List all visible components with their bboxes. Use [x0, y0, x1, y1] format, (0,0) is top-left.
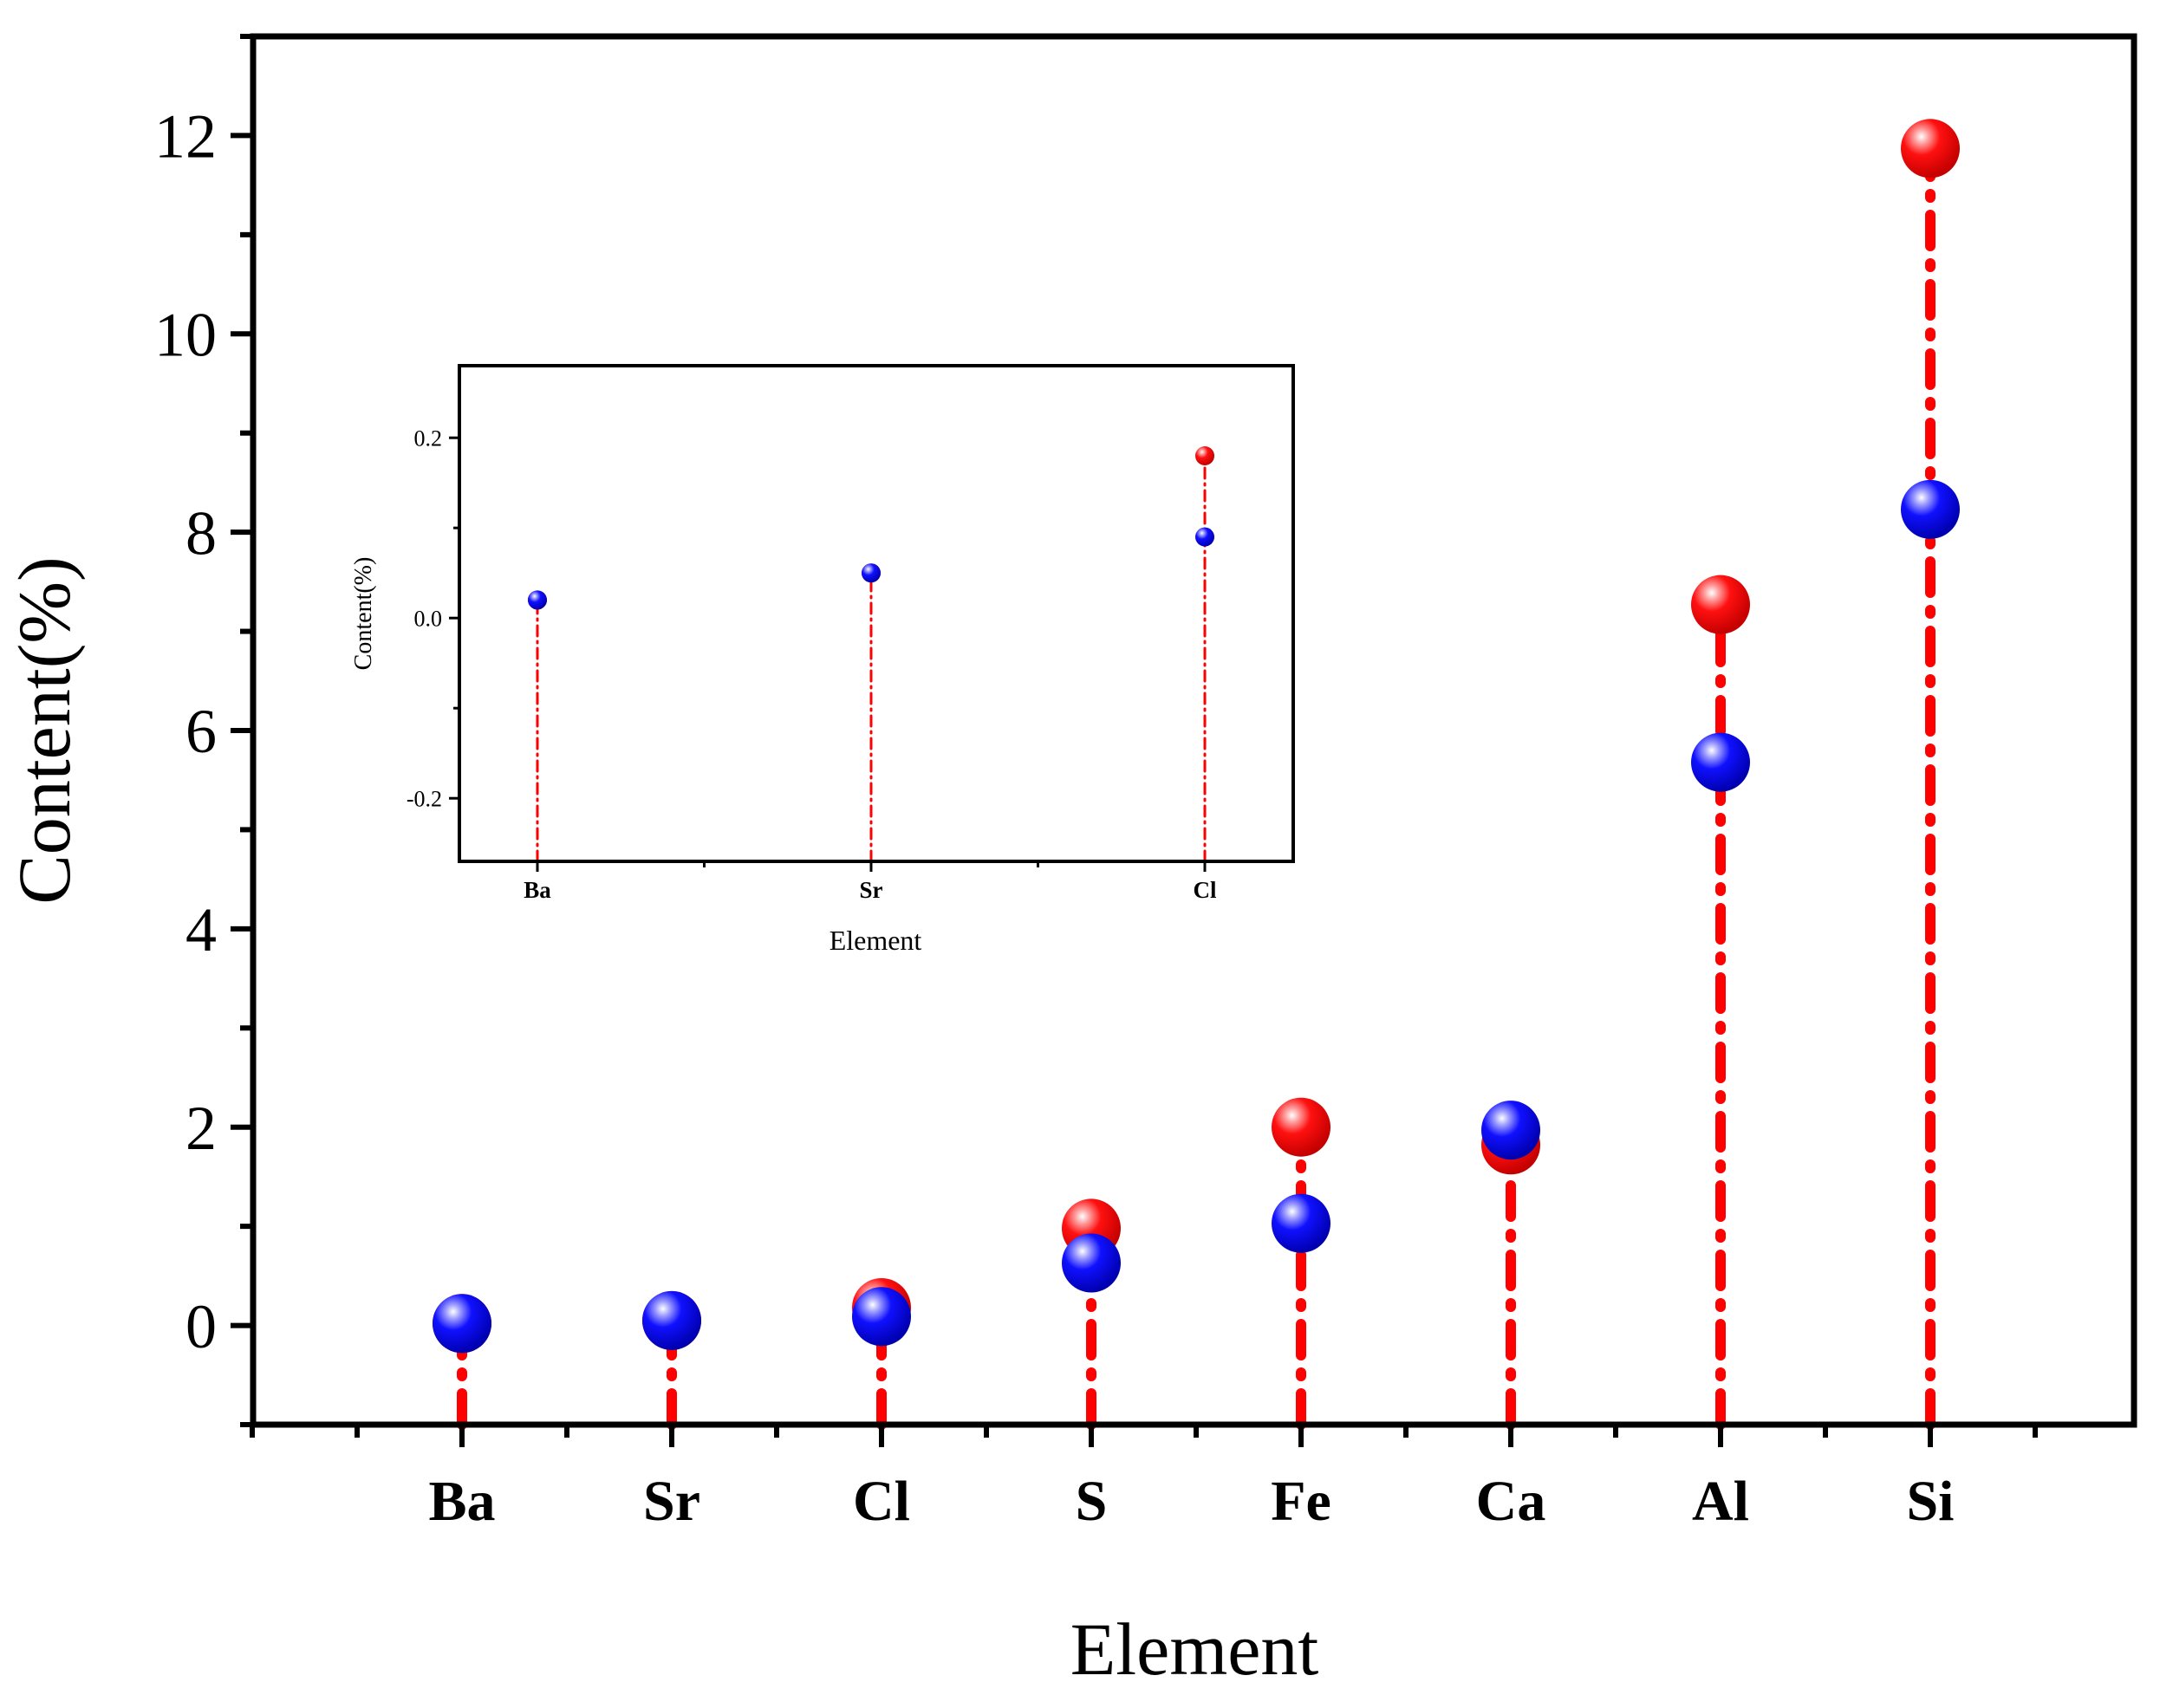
marker-red-si [1901, 119, 1960, 179]
marker-red-cl [1195, 446, 1214, 465]
inset-stems [536, 454, 1207, 863]
x-tick-label-sr: Sr [643, 1470, 700, 1533]
main-plot: 0 2 4 6 8 10 12 Ba Sr Cl S Fe Ca Al Si Content(%) Ele… [3, 33, 2137, 1691]
inset-plot: -0.2 0.0 0.2 Ba Sr Cl Content(%) Element [350, 364, 1295, 956]
y-tick-label: 10 [154, 300, 217, 369]
marker-blue-ba [528, 590, 547, 610]
y-tick-label: 4 [185, 895, 217, 964]
marker-red-fe [1272, 1097, 1330, 1157]
y-tick-label: 8 [185, 498, 217, 568]
y-tick-label: 0.2 [414, 425, 443, 451]
marker-blue-cl [1195, 527, 1214, 547]
y-tick-label: 12 [154, 102, 217, 172]
inset-markers [528, 446, 1214, 610]
marker-blue-al [1691, 732, 1750, 792]
x-tick-label-ba: Ba [524, 877, 551, 903]
marker-blue-ca [1481, 1101, 1540, 1160]
x-tick-label-cl: Cl [853, 1470, 910, 1533]
x-tick-label-ca: Ca [1476, 1470, 1546, 1533]
y-tick-label: -0.2 [407, 786, 442, 811]
marker-blue-cl [852, 1287, 911, 1347]
x-tick-label-ba: Ba [428, 1470, 495, 1533]
marker-blue-fe [1272, 1193, 1330, 1253]
marker-blue-sr [642, 1290, 701, 1350]
inset-x-ticks: Ba Sr Cl [524, 861, 1217, 903]
inset-plot-frame [458, 364, 1295, 863]
main-y-axis-title: Content(%) [3, 556, 86, 904]
y-tick-label: 0.0 [414, 606, 443, 631]
x-tick-label-sr: Sr [860, 877, 883, 903]
main-x-ticks: Ba Sr Cl S Fe Ca Al Si [250, 1425, 2038, 1533]
x-tick-label-al: Al [1692, 1470, 1749, 1533]
marker-blue-ba [433, 1294, 491, 1354]
marker-blue-sr [862, 563, 881, 583]
y-tick-label: 6 [185, 697, 217, 766]
x-tick-label-fe: Fe [1271, 1470, 1331, 1533]
main-stems [457, 143, 1936, 1430]
inset-y-axis-title: Content(%) [350, 557, 377, 671]
marker-red-al [1691, 575, 1750, 634]
y-tick-label: 2 [185, 1094, 217, 1163]
inset-x-axis-title: Element [830, 925, 922, 956]
main-markers [433, 119, 1960, 1354]
main-x-axis-title: Element [1070, 1607, 1319, 1691]
x-tick-label-cl: Cl [1194, 877, 1217, 903]
main-y-ticks: 0 2 4 6 8 10 12 [154, 34, 253, 1427]
inset-y-ticks: -0.2 0.0 0.2 [407, 425, 459, 811]
x-tick-label-si: Si [1906, 1470, 1954, 1533]
x-tick-label-s: S [1076, 1470, 1108, 1533]
marker-blue-si [1901, 479, 1960, 539]
marker-blue-s [1062, 1233, 1121, 1293]
y-tick-label: 0 [185, 1292, 217, 1361]
inset-background [459, 366, 1293, 861]
